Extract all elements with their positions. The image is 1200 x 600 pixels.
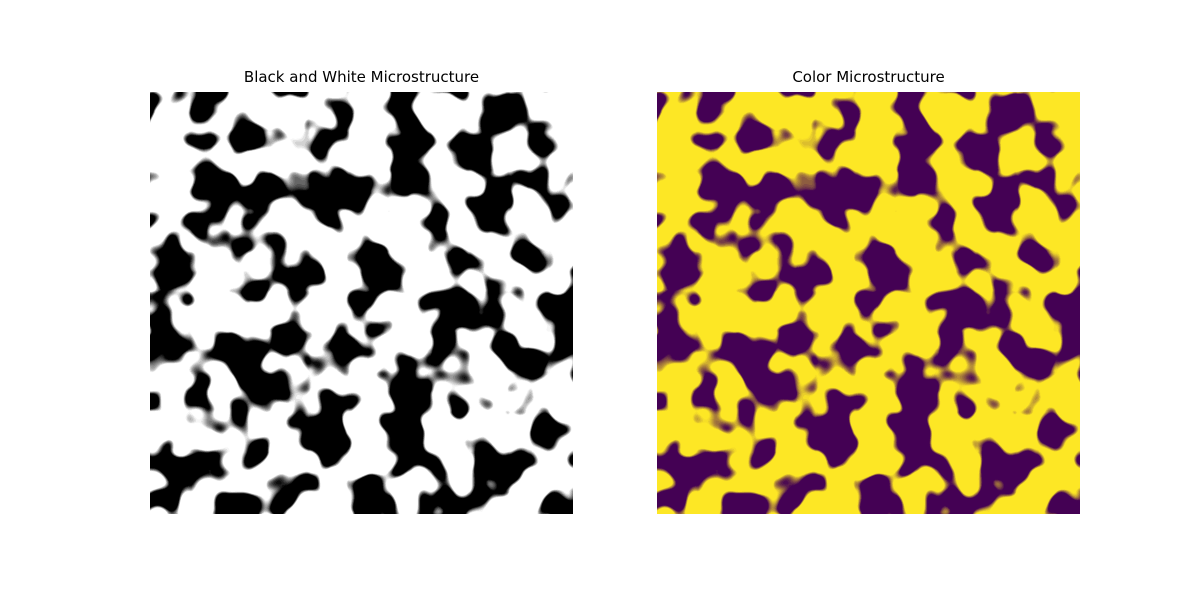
bw-panel-title: Black and White Microstructure <box>243 68 480 86</box>
color-phase-pattern <box>657 92 1080 514</box>
bw-microstructure-panel: Black and White Microstructure <box>150 0 573 600</box>
bw-microstructure-image <box>150 92 573 514</box>
color-panel-title: Color Microstructure <box>792 68 945 86</box>
color-microstructure-panel: Color Microstructure <box>657 0 1080 600</box>
color-microstructure-image <box>657 92 1080 514</box>
bw-phase-pattern <box>150 92 573 514</box>
